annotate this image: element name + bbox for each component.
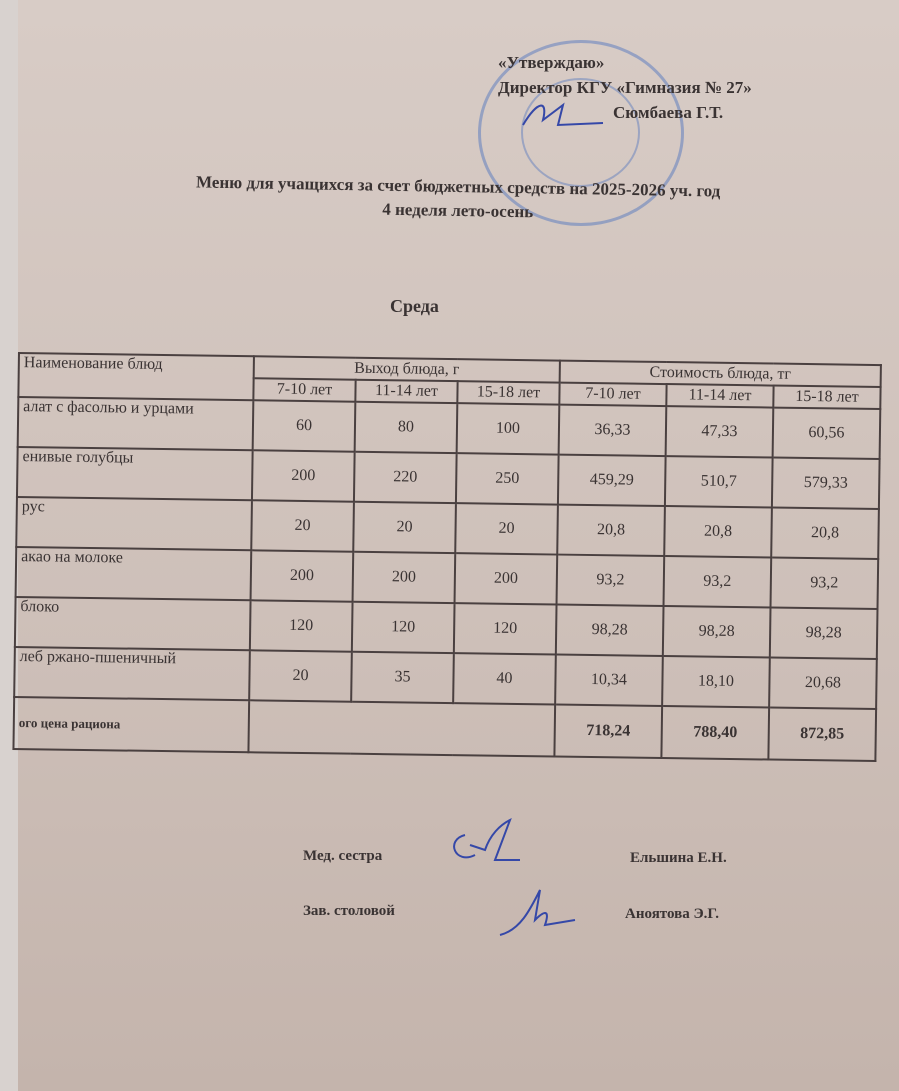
cost-cell: 18,10 xyxy=(662,656,770,708)
cost-cell: 20,8 xyxy=(664,506,772,558)
total-cost-cell: 788,40 xyxy=(661,706,770,760)
menu-table: Наименование блюд Выход блюда, г Стоимос… xyxy=(12,352,881,762)
document-page: «Утверждаю» Директор КГУ «Гимназия № 27»… xyxy=(18,0,899,1091)
dish-name: енивые голубцы xyxy=(16,447,253,501)
cost-cell: 93,2 xyxy=(663,556,772,608)
dish-name: рус xyxy=(16,496,252,551)
approval-heading: «Утверждаю» xyxy=(498,53,605,72)
header-age-yield: 15-18 лет xyxy=(457,381,560,405)
header-age-yield: 11-14 лет xyxy=(355,379,458,404)
cost-cell: 459,29 xyxy=(557,454,666,507)
yield-cell: 20 xyxy=(251,500,354,552)
header-age-cost: 15-18 лет xyxy=(773,385,881,410)
header-dish-name: Наименование блюд xyxy=(18,353,254,401)
canteen-head-signature xyxy=(499,889,576,936)
cost-cell: 98,28 xyxy=(769,607,878,660)
yield-cell: 60 xyxy=(252,400,356,452)
cost-cell: 20,68 xyxy=(769,657,877,710)
yield-cell: 200 xyxy=(352,551,456,604)
approval-director: Директор КГУ «Гимназия № 27» xyxy=(498,78,752,97)
dish-name: леб ржано-пшеничный xyxy=(14,646,250,701)
yield-cell: 200 xyxy=(454,553,558,605)
yield-cell: 80 xyxy=(354,401,458,454)
yield-cell: 120 xyxy=(453,603,557,655)
day-of-week: Среда xyxy=(390,296,439,316)
header-age-cost: 7-10 лет xyxy=(559,382,667,407)
yield-cell: 120 xyxy=(351,601,455,654)
director-signature xyxy=(522,102,604,127)
yield-cell: 35 xyxy=(351,651,454,704)
cost-cell: 20,8 xyxy=(771,507,879,560)
header-age-yield: 7-10 лет xyxy=(253,378,356,402)
total-cost-cell: 718,24 xyxy=(554,704,663,759)
cost-cell: 510,7 xyxy=(664,456,773,508)
yield-cell: 200 xyxy=(251,450,355,502)
cost-cell: 98,28 xyxy=(662,606,771,658)
empty-cell xyxy=(248,700,556,757)
yield-cell: 20 xyxy=(353,501,456,554)
nurse-name: Ельшина Е.Н. xyxy=(630,850,727,866)
yield-cell: 40 xyxy=(453,653,556,705)
adjacent-page-edge xyxy=(0,0,20,1091)
cost-cell: 47,33 xyxy=(665,406,774,458)
yield-cell: 200 xyxy=(250,550,354,602)
dish-name: блоко xyxy=(14,596,251,651)
yield-cell: 100 xyxy=(456,403,560,455)
yield-cell: 120 xyxy=(249,600,353,652)
yield-cell: 220 xyxy=(353,451,457,504)
header-age-cost: 11-14 лет xyxy=(666,384,774,408)
cost-cell: 60,56 xyxy=(772,407,881,460)
nurse-signature xyxy=(453,817,520,861)
dish-name: акао на молоке xyxy=(15,546,252,601)
nurse-role: Мед. сестра xyxy=(303,848,383,864)
cost-cell: 98,28 xyxy=(555,604,664,657)
canteen-head-name: Аноятова Э.Г. xyxy=(625,906,719,922)
cost-cell: 579,33 xyxy=(771,457,880,510)
total-row: ого цена рациона 718,24 788,40 872,85 xyxy=(13,696,877,762)
yield-cell: 20 xyxy=(455,503,558,555)
total-cost-cell: 872,85 xyxy=(768,707,877,762)
yield-cell: 20 xyxy=(249,650,352,702)
official-stamp xyxy=(478,40,684,226)
canteen-head-role: Зав. столовой xyxy=(303,903,395,919)
yield-cell: 250 xyxy=(455,453,559,505)
cost-cell: 20,8 xyxy=(557,504,665,557)
cost-cell: 93,2 xyxy=(556,554,665,607)
approval-block: «Утверждаю» Директор КГУ «Гимназия № 27»… xyxy=(498,50,752,125)
cost-cell: 93,2 xyxy=(770,557,879,610)
cost-cell: 10,34 xyxy=(555,654,663,707)
approval-name: Сюмбаева Г.Т. xyxy=(613,103,724,122)
total-label: ого цена рациона xyxy=(13,696,250,753)
cost-cell: 36,33 xyxy=(558,404,667,457)
dish-name: алат с фасолью и урцами xyxy=(17,397,254,451)
